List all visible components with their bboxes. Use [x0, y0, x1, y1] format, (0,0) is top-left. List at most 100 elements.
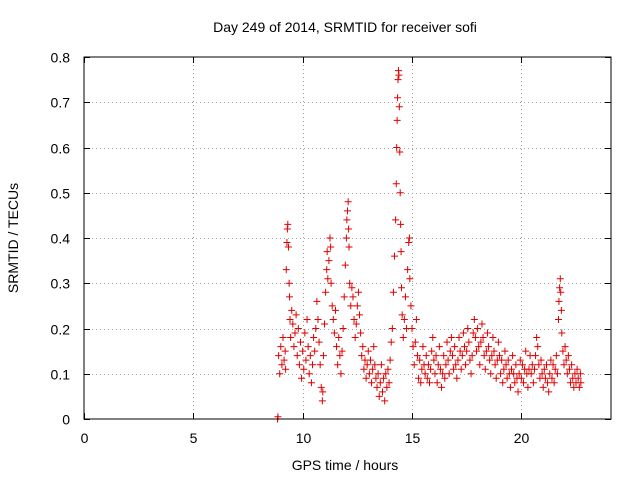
data-point	[431, 370, 439, 378]
data-point	[422, 352, 430, 360]
data-point	[555, 315, 563, 323]
data-point	[424, 361, 432, 369]
data-point	[360, 365, 368, 373]
data-point	[373, 383, 381, 391]
data-point	[387, 338, 395, 346]
data-point	[504, 356, 512, 364]
data-point	[535, 361, 543, 369]
data-point	[292, 311, 300, 319]
y-axis-label: SRMTID / TECUs	[5, 183, 21, 293]
data-point	[434, 361, 442, 369]
data-point	[306, 352, 314, 360]
data-point	[357, 329, 365, 337]
data-point	[404, 266, 412, 274]
data-point	[374, 370, 382, 378]
data-point	[319, 388, 327, 396]
data-point	[344, 198, 352, 206]
data-point	[283, 239, 291, 247]
data-point	[548, 374, 556, 382]
data-point	[542, 361, 550, 369]
data-point	[396, 148, 404, 156]
data-point	[514, 388, 522, 396]
data-point	[394, 76, 402, 84]
data-point	[284, 243, 292, 251]
data-point	[392, 180, 400, 188]
data-point	[429, 334, 437, 342]
data-point	[492, 374, 500, 382]
data-point	[323, 248, 331, 256]
data-point	[344, 207, 351, 215]
data-point	[328, 302, 336, 310]
data-point	[541, 374, 549, 382]
data-point	[384, 365, 392, 373]
data-point	[421, 370, 429, 378]
data-point	[368, 379, 376, 387]
data-point	[539, 383, 547, 391]
data-point	[391, 252, 399, 260]
y-tick-label: 0	[62, 412, 70, 428]
data-point	[281, 347, 289, 355]
data-point	[427, 365, 435, 373]
data-point	[300, 365, 308, 373]
data-point	[284, 220, 292, 228]
data-point	[382, 370, 390, 378]
data-point	[538, 370, 546, 378]
data-point	[351, 334, 359, 342]
data-point	[294, 325, 302, 332]
data-point	[426, 379, 434, 387]
data-point	[495, 352, 503, 360]
y-tick-label: 0.4	[51, 231, 71, 247]
data-point	[335, 334, 343, 342]
data-point	[398, 311, 406, 319]
data-point	[475, 343, 483, 351]
data-point	[330, 329, 338, 337]
data-point	[370, 343, 378, 351]
data-point	[388, 325, 396, 332]
data-point	[516, 356, 524, 364]
data-point	[464, 325, 472, 332]
data-point	[363, 361, 371, 369]
data-point	[557, 306, 565, 314]
data-point	[417, 379, 425, 387]
data-point	[372, 374, 380, 382]
data-point	[314, 315, 322, 323]
data-point	[393, 116, 401, 124]
data-point	[515, 370, 523, 378]
data-point	[485, 343, 493, 351]
data-point	[467, 370, 475, 378]
data-point	[327, 243, 335, 251]
data-point	[503, 374, 511, 382]
data-point	[498, 356, 506, 364]
data-point	[298, 374, 306, 382]
data-point	[468, 352, 476, 360]
data-point	[462, 361, 470, 369]
data-point	[418, 365, 426, 373]
tick-labels: 0 5 10 15 20 0 0.1 0.2 0.3 0.4 0.5 0.6 0.7 0.8	[51, 50, 530, 447]
data-point	[577, 379, 585, 387]
data-point	[411, 338, 419, 346]
data-point	[393, 144, 401, 151]
data-point	[412, 315, 420, 323]
data-point	[512, 361, 520, 369]
data-point	[395, 103, 403, 111]
data-point	[549, 361, 557, 369]
data-point	[470, 315, 478, 323]
data-point	[540, 365, 548, 373]
data-point	[563, 370, 571, 378]
data-point	[457, 365, 465, 373]
data-point	[369, 365, 377, 373]
data-point	[397, 248, 405, 256]
y-tick-label: 0.5	[51, 186, 71, 202]
x-tick-label: 15	[405, 430, 421, 446]
data-point	[362, 374, 370, 382]
data-point	[561, 343, 569, 351]
data-point	[276, 370, 284, 378]
data-point	[497, 370, 505, 378]
data-point	[479, 334, 487, 342]
data-point	[433, 379, 441, 387]
data-point	[459, 329, 467, 337]
data-point	[318, 397, 326, 405]
data-point	[406, 275, 414, 283]
data-point	[442, 361, 450, 369]
